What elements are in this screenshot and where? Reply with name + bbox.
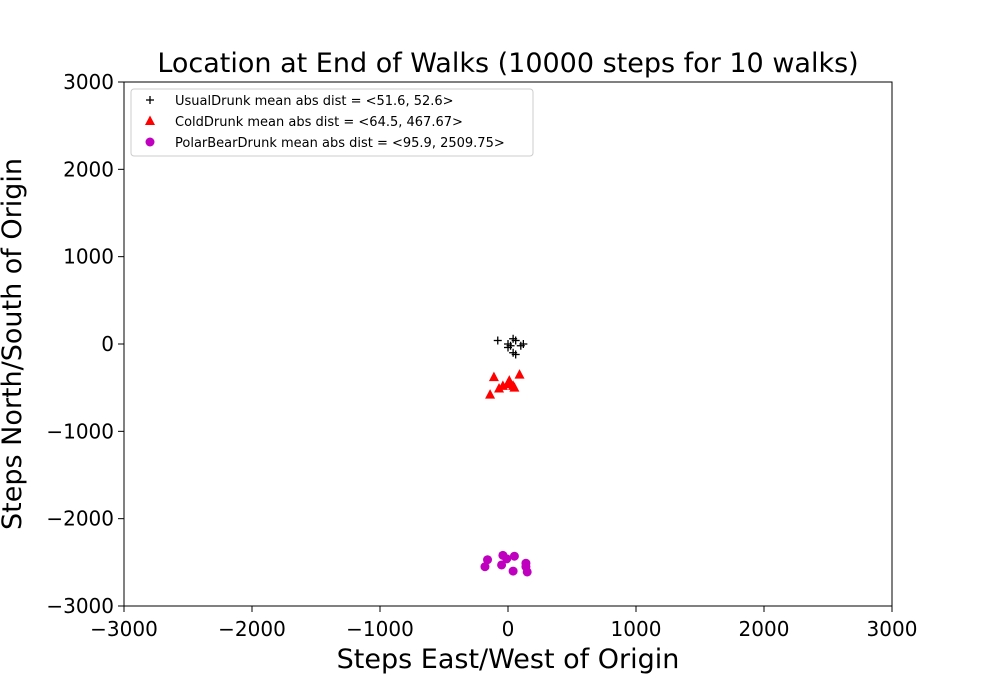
legend-label: ColdDrunk mean abs dist = <64.5, 467.67> <box>175 115 463 130</box>
legend-marker <box>145 137 155 147</box>
data-point <box>508 566 518 576</box>
data-point <box>504 343 512 352</box>
x-tick-label: 0 <box>502 617 515 641</box>
legend-label: UsualDrunk mean abs dist = <51.6, 52.6> <box>175 94 454 109</box>
y-tick-label: 1000 <box>63 245 114 269</box>
chart-title: Location at End of Walks (10000 steps fo… <box>157 48 858 79</box>
legend-marker <box>146 96 154 104</box>
data-point <box>522 567 532 577</box>
data-point <box>485 389 496 399</box>
x-tick-label: 2000 <box>739 617 790 641</box>
legend-marker <box>145 115 155 125</box>
data-point <box>503 377 513 388</box>
data-point <box>497 560 507 570</box>
y-tick-label: 3000 <box>63 70 114 94</box>
data-point <box>509 382 520 392</box>
y-axis: −3000 −2000 −1000 0 1000 2000 3000 <box>46 70 124 618</box>
x-tick-label: 1000 <box>611 617 662 641</box>
data-point <box>511 350 520 359</box>
data-point <box>497 380 508 390</box>
data-points <box>480 334 532 577</box>
x-axis: −3000 −2000 −1000 0 1000 2000 3000 <box>90 606 917 641</box>
x-tick-label: −3000 <box>90 617 158 641</box>
data-point <box>488 371 499 382</box>
data-point <box>502 554 512 564</box>
data-point <box>511 336 520 345</box>
data-point <box>480 562 490 572</box>
y-tick-label: −3000 <box>46 594 114 618</box>
series-2 <box>480 550 532 577</box>
legend-label: PolarBearDrunk mean abs dist = <95.9, 25… <box>175 136 505 151</box>
y-axis-label: Steps North/South of Origin <box>0 158 28 530</box>
data-point <box>493 336 502 345</box>
y-tick-label: 0 <box>101 332 114 356</box>
x-tick-label: −1000 <box>346 617 414 641</box>
x-tick-label: 3000 <box>867 617 918 641</box>
legend-box <box>130 88 534 157</box>
x-tick-label: −2000 <box>218 617 286 641</box>
data-point <box>483 555 493 565</box>
y-tick-label: 2000 <box>63 157 114 181</box>
y-tick-label: −1000 <box>46 419 114 443</box>
data-point <box>514 369 525 379</box>
data-point <box>519 340 528 348</box>
series-1 <box>485 369 525 399</box>
y-tick-label: −2000 <box>46 507 114 531</box>
legend: UsualDrunk mean abs dist = <51.6, 52.6> C… <box>130 88 534 157</box>
x-axis-label: Steps East/West of Origin <box>337 644 680 675</box>
series-0 <box>493 334 528 359</box>
data-point <box>509 551 519 561</box>
